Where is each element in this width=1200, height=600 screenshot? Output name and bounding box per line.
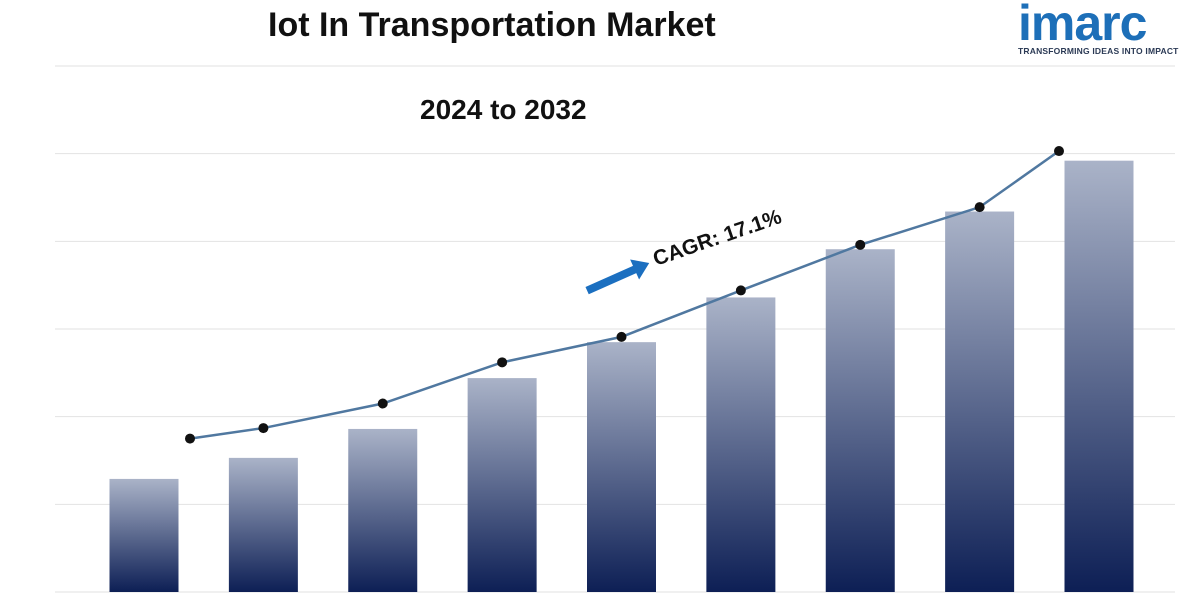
chart-title: Iot In Transportation Market xyxy=(268,6,716,44)
trend-point-2024 xyxy=(185,433,195,444)
imarc-logo: imarc TRANSFORMING IDEAS INTO IMPACT xyxy=(1012,0,1192,64)
trend-point-2026 xyxy=(377,398,388,409)
trend-point-2027 xyxy=(497,357,508,368)
bar-2029 xyxy=(706,297,776,592)
bar-2025 xyxy=(228,457,298,592)
logo-tagline: TRANSFORMING IDEAS INTO IMPACT xyxy=(1018,46,1179,56)
bar-2027 xyxy=(467,378,537,592)
trend-markers xyxy=(185,146,1064,444)
chart-subtitle: 2024 to 2032 xyxy=(420,94,587,125)
arrow-right-icon xyxy=(585,259,650,295)
trend-point-2031 xyxy=(974,202,985,213)
cagr-label: CAGR: 17.1% xyxy=(650,205,785,271)
trend-point-2028 xyxy=(616,331,627,342)
trend-point-2029 xyxy=(735,285,746,296)
trend-point-2025 xyxy=(258,423,269,434)
bar-2032 xyxy=(1064,160,1134,592)
bar-2028 xyxy=(587,342,656,592)
logo-wordmark: imarc xyxy=(1018,0,1147,51)
bars xyxy=(109,160,1134,592)
bar-2026 xyxy=(348,428,418,592)
trend-point-2032 xyxy=(1054,146,1064,157)
bar-2024 xyxy=(109,478,179,592)
bar-2030 xyxy=(825,249,895,592)
bar-2031 xyxy=(945,211,1015,592)
trend-point-2030 xyxy=(855,239,866,250)
